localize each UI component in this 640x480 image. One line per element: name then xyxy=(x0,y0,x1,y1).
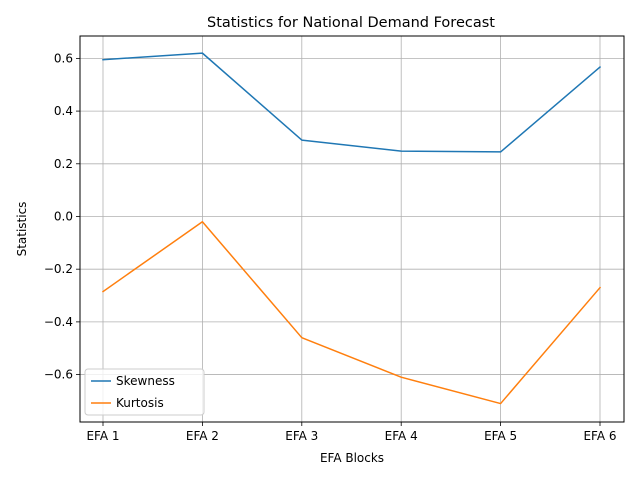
y-tick-label: −0.2 xyxy=(44,262,73,276)
y-tick-label: −0.4 xyxy=(44,315,73,329)
x-tick-label: EFA 4 xyxy=(385,429,418,443)
legend-kurtosis-label: Kurtosis xyxy=(116,396,164,410)
y-tick-label: 0.0 xyxy=(54,209,73,223)
x-tick-label: EFA 6 xyxy=(583,429,616,443)
y-tick-label: 0.4 xyxy=(54,104,73,118)
x-tick-label: EFA 1 xyxy=(86,429,119,443)
legend: Skewness Kurtosis xyxy=(84,368,205,416)
legend-skewness-label: Skewness xyxy=(116,374,175,388)
x-axis-label: EFA Blocks xyxy=(320,451,384,465)
legend-box xyxy=(84,368,205,416)
series-line-kurtosis xyxy=(101,221,602,405)
y-axis-label: Statistics xyxy=(15,202,29,257)
x-tick-label: EFA 2 xyxy=(186,429,219,443)
y-tick-label: −0.6 xyxy=(44,368,73,382)
y-tick-label: 0.6 xyxy=(54,51,73,65)
series-lines xyxy=(101,52,602,405)
chart-title: Statistics for National Demand Forecast xyxy=(207,15,495,31)
x-tick-label: EFA 5 xyxy=(484,429,517,443)
plot-frame xyxy=(79,35,625,423)
x-tick-label: EFA 3 xyxy=(285,429,318,443)
grid xyxy=(80,36,624,422)
series-line-skewness xyxy=(102,52,602,153)
axis-ticks: EFA 1 EFA 2 EFA 3 EFA 4 EFA 5 EFA 6 0.6 0.4 0.2 0… xyxy=(44,51,617,443)
y-tick-label: 0.2 xyxy=(54,157,73,171)
